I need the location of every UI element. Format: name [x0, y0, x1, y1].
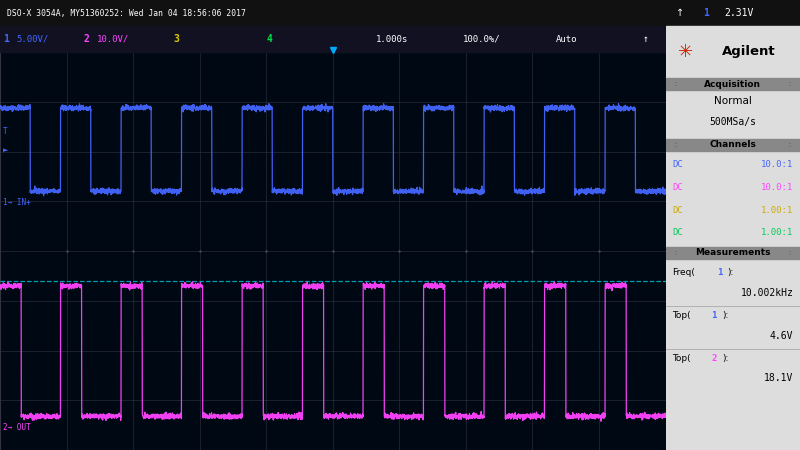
Text: ::: :: — [674, 81, 678, 87]
Text: 10.002kHz: 10.002kHz — [741, 288, 794, 298]
Bar — [666, 78, 800, 139]
Text: DC: DC — [672, 183, 683, 192]
Text: 1: 1 — [3, 34, 10, 44]
Text: 1→ IN+: 1→ IN+ — [3, 198, 31, 207]
Bar — [666, 78, 800, 90]
Text: ):: ): — [722, 354, 729, 363]
Text: ::: :: — [787, 142, 792, 148]
Text: 4: 4 — [266, 34, 272, 44]
Text: 2→ OUT: 2→ OUT — [3, 423, 31, 432]
Text: Measurements: Measurements — [695, 248, 770, 257]
Text: 100.0%/: 100.0%/ — [462, 35, 500, 44]
Text: 5.00V/: 5.00V/ — [17, 35, 49, 44]
Text: 1: 1 — [711, 311, 717, 320]
Text: T: T — [3, 127, 8, 136]
Bar — [0, 26, 666, 52]
Text: DSO-X 3054A, MY51360252: Wed Jan 04 18:56:06 2017: DSO-X 3054A, MY51360252: Wed Jan 04 18:5… — [6, 9, 246, 18]
Text: 10.0V/: 10.0V/ — [97, 35, 129, 44]
Text: Channels: Channels — [710, 140, 756, 149]
Text: 1.000s: 1.000s — [376, 35, 408, 44]
Text: DC: DC — [672, 229, 683, 238]
Bar — [666, 247, 800, 450]
Text: 3: 3 — [173, 34, 179, 44]
Text: Acquisition: Acquisition — [704, 80, 762, 89]
Text: 10.0:1: 10.0:1 — [761, 183, 794, 192]
Bar — [0, 0, 666, 26]
Text: Top(: Top( — [672, 354, 691, 363]
Text: DC: DC — [672, 160, 683, 169]
Text: Auto: Auto — [556, 35, 578, 44]
Text: ::: :: — [787, 81, 792, 87]
Text: ↑: ↑ — [642, 34, 648, 44]
Text: Top(: Top( — [672, 311, 691, 320]
Text: 2.31V: 2.31V — [725, 8, 754, 18]
Text: 1.00:1: 1.00:1 — [761, 229, 794, 238]
Text: ::: :: — [674, 142, 678, 148]
Text: Normal: Normal — [714, 96, 752, 106]
Text: ✳: ✳ — [678, 43, 694, 61]
Text: 10.0:1: 10.0:1 — [761, 160, 794, 169]
Text: 1: 1 — [703, 8, 709, 18]
Text: Freq(: Freq( — [672, 268, 695, 277]
Bar — [666, 139, 800, 151]
Text: 1: 1 — [717, 268, 722, 277]
Text: 2: 2 — [83, 34, 89, 44]
Bar — [666, 139, 800, 247]
Text: ):: ): — [727, 268, 734, 277]
Text: 500MSa/s: 500MSa/s — [710, 117, 756, 126]
Bar — [666, 26, 800, 78]
Text: DC: DC — [672, 206, 683, 215]
Text: ::: :: — [787, 250, 792, 256]
Bar — [666, 247, 800, 259]
Text: Agilent: Agilent — [722, 45, 776, 58]
Text: 18.1V: 18.1V — [764, 374, 794, 383]
Text: ):: ): — [722, 311, 729, 320]
Bar — [666, 0, 800, 26]
Text: 1.00:1: 1.00:1 — [761, 206, 794, 215]
Text: 2: 2 — [711, 354, 717, 363]
Text: ↑: ↑ — [676, 8, 685, 18]
Text: 4.6V: 4.6V — [770, 331, 794, 341]
Text: ::: :: — [674, 250, 678, 256]
Text: ►: ► — [3, 147, 9, 153]
